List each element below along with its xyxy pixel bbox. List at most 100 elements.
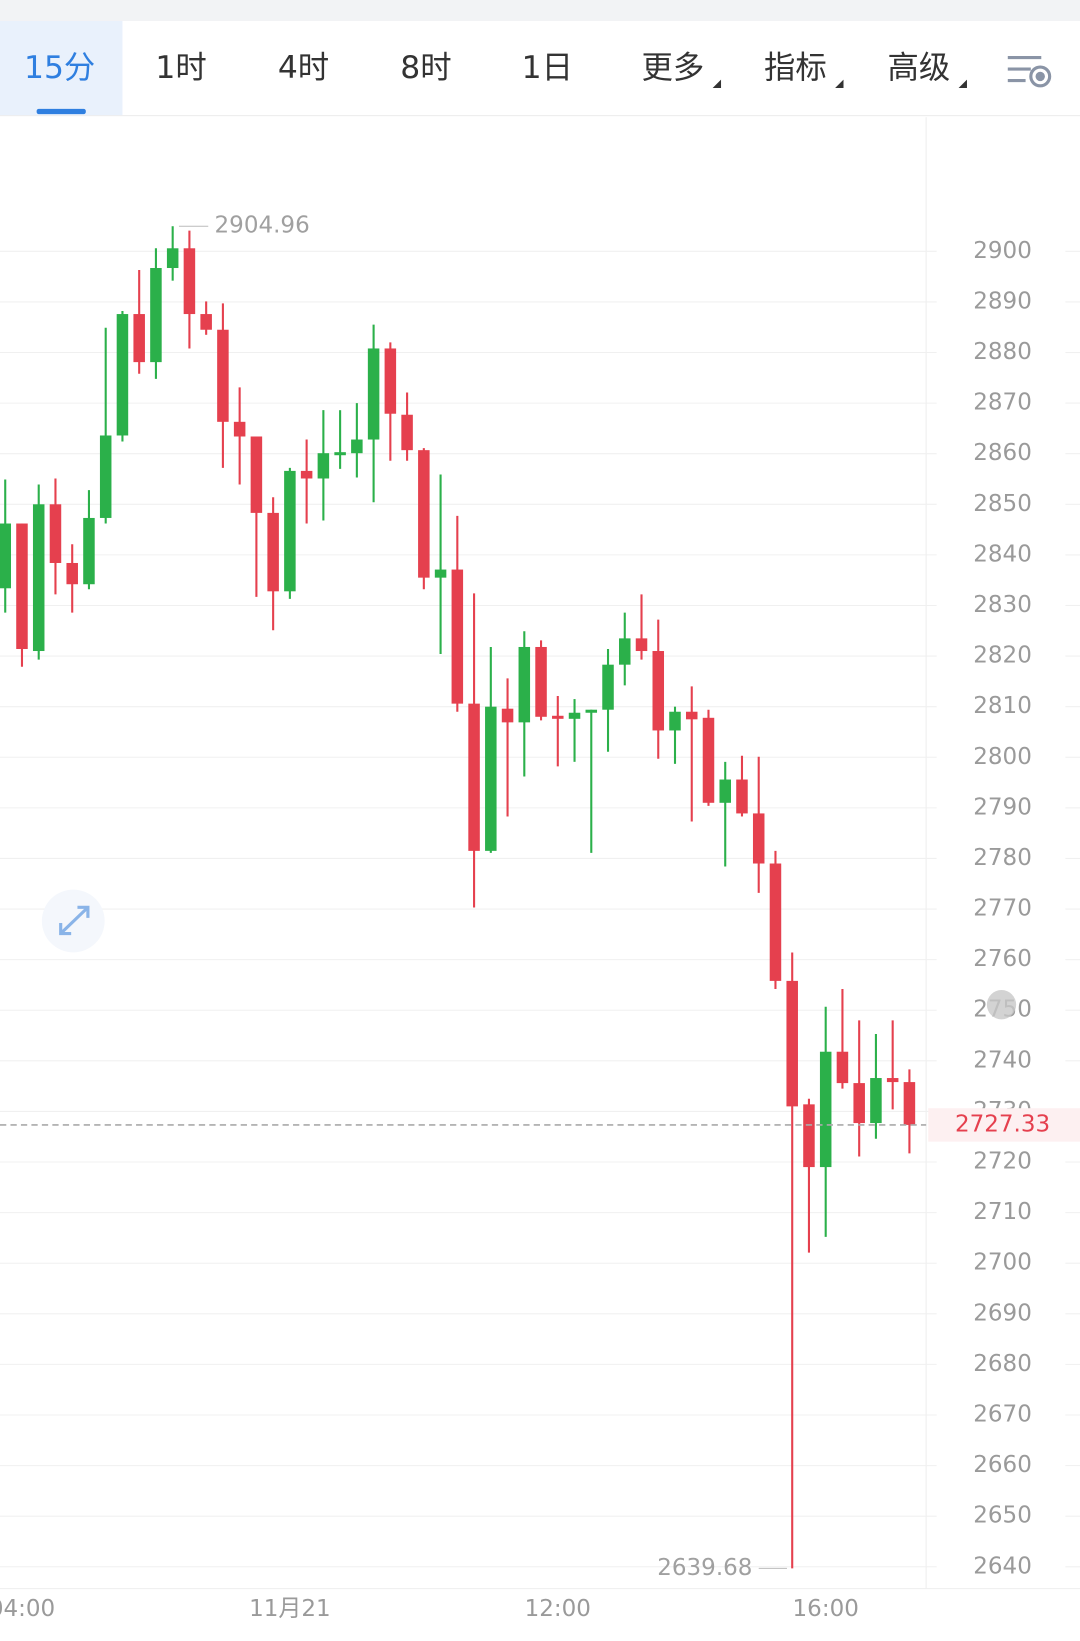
candle-body xyxy=(903,1082,916,1125)
candle-body xyxy=(133,314,145,363)
candle-body xyxy=(535,646,547,717)
candle-body xyxy=(853,1083,865,1124)
candle-body xyxy=(32,504,45,652)
candle-body xyxy=(870,1078,882,1124)
tab-label[interactable]: 8时 xyxy=(400,50,451,86)
y-tick-label: 2860 xyxy=(973,440,1032,466)
candle-body xyxy=(719,779,731,803)
y-tick-label: 2820 xyxy=(973,643,1032,669)
x-tick-label: 16:00 xyxy=(793,1596,859,1622)
candle-body xyxy=(233,421,246,437)
candle-body xyxy=(585,709,598,713)
y-tick-label: 2790 xyxy=(973,794,1032,820)
active-tab-underline xyxy=(36,108,86,115)
y-tick-label: 2800 xyxy=(973,744,1032,770)
candle-body xyxy=(736,779,748,814)
y-tick-label: 2650 xyxy=(973,1503,1032,1529)
candle-body xyxy=(669,711,681,731)
x-tick-label: 12:00 xyxy=(525,1596,591,1622)
y-tick-label: 2900 xyxy=(973,238,1032,264)
candle-body xyxy=(685,711,698,720)
tab-label[interactable]: 指标 xyxy=(764,50,827,86)
candle-body xyxy=(300,470,313,479)
candle-body xyxy=(200,314,212,330)
candles xyxy=(0,226,916,1569)
candle-body xyxy=(367,348,380,440)
float-icon[interactable] xyxy=(986,990,1017,1020)
y-tick-label: 2710 xyxy=(973,1199,1032,1225)
candle-body xyxy=(384,348,397,414)
x-tick-label: 11月21 xyxy=(249,1596,331,1622)
candle-body xyxy=(83,517,95,585)
y-tick-label: 2720 xyxy=(973,1149,1032,1175)
y-tick-label: 2770 xyxy=(973,896,1032,922)
annotations: 2904.96 2639.68 2727.33 xyxy=(0,213,1080,1581)
y-tick-label: 2660 xyxy=(973,1452,1032,1478)
y-tick-label: 2810 xyxy=(973,693,1032,719)
toolbar xyxy=(0,20,1080,116)
candle-body xyxy=(501,708,514,723)
y-tick-label: 2830 xyxy=(973,592,1032,618)
candle-body xyxy=(183,248,196,315)
candle-body xyxy=(267,512,279,592)
candle-body xyxy=(769,863,782,981)
y-tick-label: 2840 xyxy=(973,541,1032,567)
status-strip xyxy=(0,0,1080,21)
tab-label[interactable]: 更多 xyxy=(642,50,705,86)
candle-body xyxy=(116,314,129,436)
y-tick-label: 2690 xyxy=(973,1300,1032,1326)
tab-bar: 15分 1时 4时 8时 1日 更多 指标 高级 xyxy=(0,20,967,116)
candle-body xyxy=(702,717,715,803)
y-tick-label: 2780 xyxy=(973,845,1032,871)
dropdown-caret xyxy=(835,79,844,88)
candle-body xyxy=(518,646,531,723)
candle-body xyxy=(99,435,112,518)
candle-body xyxy=(150,268,162,363)
y-tick-label: 2740 xyxy=(973,1047,1032,1073)
candle-body xyxy=(635,638,648,652)
x-tick-label: 04:00 xyxy=(0,1596,55,1622)
dropdown-caret xyxy=(958,79,967,88)
candle-body xyxy=(602,664,614,710)
min-label: 2639.68 xyxy=(657,1555,752,1581)
candle-body xyxy=(451,569,464,704)
y-tick-label: 2680 xyxy=(973,1351,1032,1377)
y-tick-label: 2760 xyxy=(973,946,1032,972)
candle-body xyxy=(250,436,263,513)
y-tick-label: 2670 xyxy=(973,1401,1032,1427)
settings-icon[interactable] xyxy=(1007,56,1052,88)
candle-body xyxy=(485,706,497,851)
y-tick-label: 2870 xyxy=(973,390,1032,416)
tab-label[interactable]: 15分 xyxy=(24,50,95,86)
toolbar-divider xyxy=(0,115,1080,117)
tab-label[interactable]: 高级 xyxy=(887,50,950,86)
candle-body xyxy=(886,1078,899,1083)
candle-body xyxy=(217,329,229,422)
y-tick-label: 2640 xyxy=(973,1553,1032,1579)
last-price-bg xyxy=(928,1108,1080,1142)
candle-body xyxy=(66,562,78,585)
candle-body xyxy=(836,1051,849,1084)
candle-body xyxy=(334,452,346,456)
grid: 2640265026602670268026902700271027202730… xyxy=(0,238,1080,1622)
tab-label[interactable]: 1时 xyxy=(155,50,206,86)
tab-label[interactable]: 1日 xyxy=(522,50,573,86)
candle-body xyxy=(16,523,28,649)
y-tick-label: 2880 xyxy=(973,339,1032,365)
candle-body xyxy=(166,248,179,269)
candle-body xyxy=(0,523,11,589)
candle-body xyxy=(49,504,62,563)
candle-body xyxy=(786,980,798,1107)
candle-body xyxy=(568,712,581,719)
candle-body xyxy=(434,569,447,578)
y-tick-label: 2890 xyxy=(973,288,1032,314)
candle-body xyxy=(752,813,765,864)
y-tick-label: 2850 xyxy=(973,491,1032,517)
candle-body xyxy=(317,453,330,479)
tab-label[interactable]: 4时 xyxy=(278,50,329,86)
y-tick-label: 2700 xyxy=(973,1250,1032,1276)
expand-button[interactable] xyxy=(41,889,105,953)
candle-body xyxy=(803,1104,815,1168)
candle-body xyxy=(284,470,296,592)
